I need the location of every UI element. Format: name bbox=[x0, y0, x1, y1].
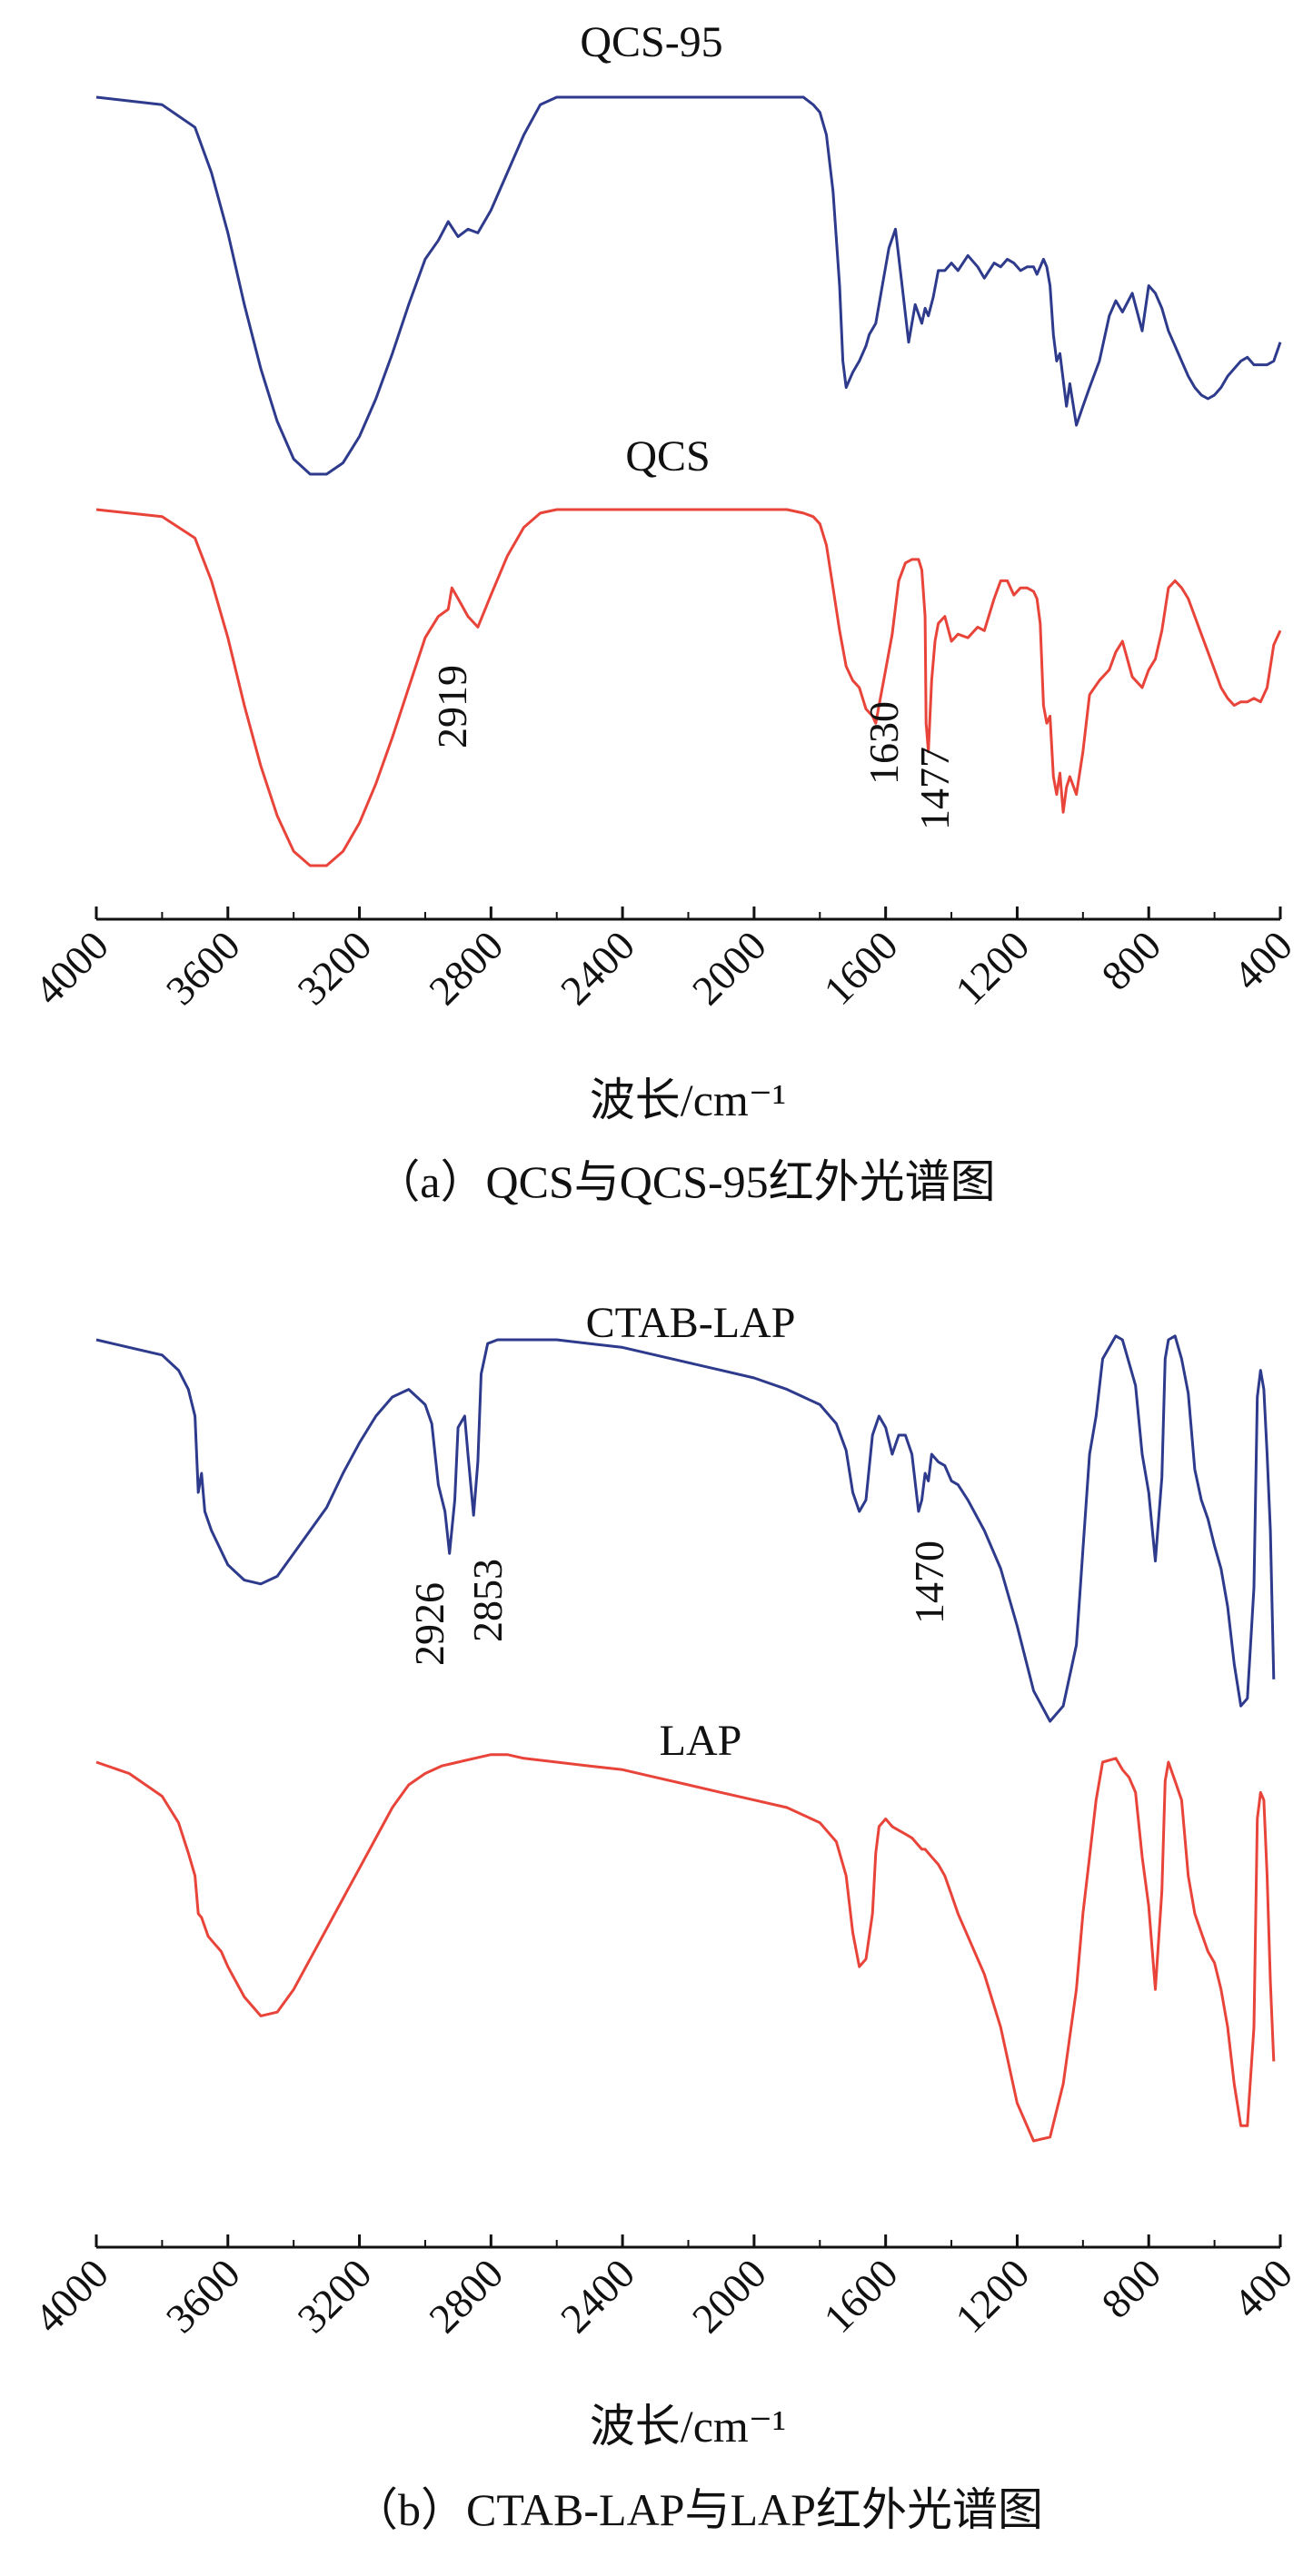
peak-label-1630: 1630 bbox=[860, 701, 907, 785]
x-tick-label: 2800 bbox=[420, 922, 512, 1014]
x-tick-label: 3200 bbox=[289, 2250, 381, 2342]
qcs-95-series-label: QCS-95 bbox=[580, 18, 722, 66]
x-tick-label: 2400 bbox=[552, 2250, 643, 2342]
x-tick-label: 400 bbox=[1224, 922, 1301, 999]
x-tick-label: 4000 bbox=[25, 2250, 117, 2342]
peak-label-2926: 2926 bbox=[406, 1582, 453, 1666]
x-axis-a: 4000 3600 3200 2800 2400 2000 1600 1200 800 400 bbox=[25, 907, 1301, 1014]
x-tick-label: 800 bbox=[1092, 2250, 1169, 2327]
qcs-95-spectrum-line bbox=[95, 95, 1282, 476]
panel-a-caption: （a）QCS与QCS-95红外光谱图 bbox=[374, 1156, 995, 1207]
lap-spectrum-line bbox=[95, 1753, 1276, 2143]
x-tick-label: 400 bbox=[1224, 2250, 1301, 2327]
peak-label-2919: 2919 bbox=[429, 665, 475, 748]
x-tick-label: 3600 bbox=[157, 2250, 249, 2342]
x-tick-label: 1200 bbox=[946, 922, 1038, 1014]
ctab-lap-series-label: CTAB-LAP bbox=[586, 1299, 796, 1347]
x-axis-label-a: 波长/cm⁻¹ bbox=[590, 1075, 786, 1125]
x-tick-label: 3200 bbox=[289, 922, 381, 1014]
qcs-series-label: QCS bbox=[625, 432, 710, 481]
panel-b-caption: （b）CTAB-LAP与LAP红外光谱图 bbox=[353, 2484, 1043, 2535]
panel-a: QCS-95 QCS 2919 1630 1477 4000 3600 3200 28… bbox=[25, 18, 1301, 1207]
x-tick-label: 3600 bbox=[157, 922, 249, 1014]
x-tick-label: 2800 bbox=[420, 2250, 512, 2342]
x-tick-label: 800 bbox=[1092, 922, 1169, 999]
x-axis-b: 4000 3600 3200 2800 2400 2000 1600 1200 800 400 bbox=[25, 2234, 1301, 2342]
x-axis-label-b: 波长/cm⁻¹ bbox=[590, 2401, 786, 2452]
x-tick-label: 4000 bbox=[25, 922, 117, 1014]
panel-b: CTAB-LAP LAP 2926 2853 1470 4000 3600 3200… bbox=[25, 1299, 1301, 2535]
peak-label-1470: 1470 bbox=[906, 1541, 952, 1624]
x-tick-label: 1200 bbox=[946, 2250, 1038, 2342]
peak-label-1477: 1477 bbox=[911, 747, 958, 830]
ctab-lap-spectrum-line bbox=[95, 1334, 1276, 1723]
qcs-spectrum-line bbox=[95, 508, 1282, 867]
x-tick-label: 2400 bbox=[552, 922, 643, 1014]
x-tick-label: 2000 bbox=[683, 2250, 775, 2342]
x-tick-label: 2000 bbox=[683, 922, 775, 1014]
x-tick-label: 1600 bbox=[815, 922, 907, 1014]
lap-series-label: LAP bbox=[660, 1717, 742, 1765]
x-tick-label: 1600 bbox=[815, 2250, 907, 2342]
peak-label-2853: 2853 bbox=[464, 1559, 511, 1642]
